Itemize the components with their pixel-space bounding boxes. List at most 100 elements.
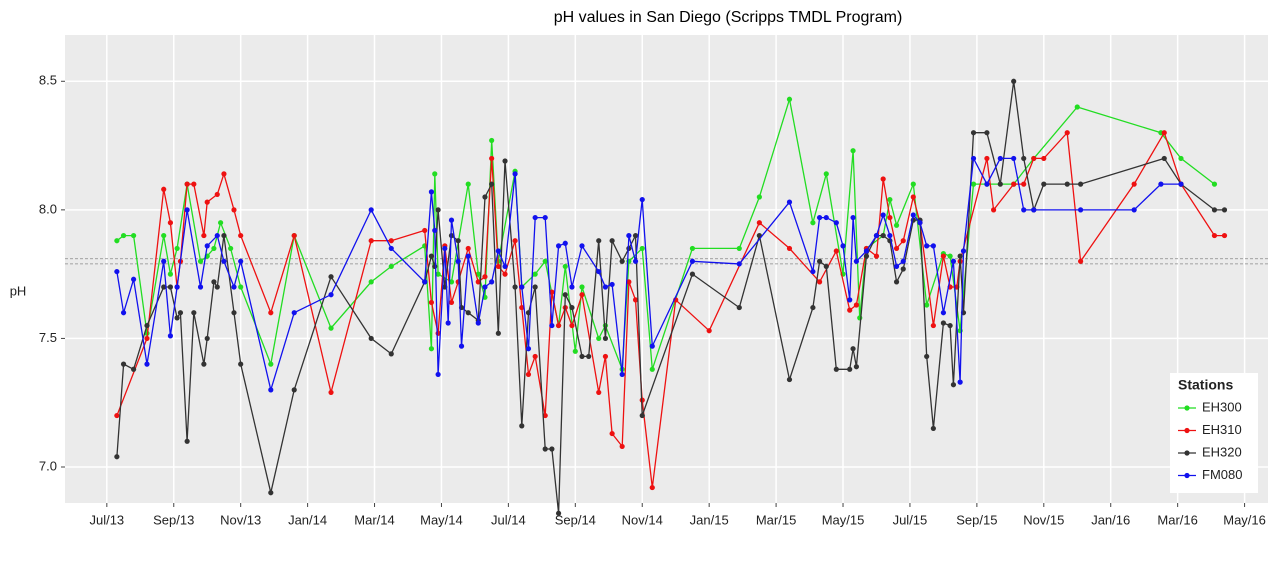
data-point: [997, 155, 1003, 162]
data-point: [502, 263, 508, 270]
data-point: [736, 304, 742, 311]
data-point: [602, 335, 609, 342]
data-point: [221, 258, 227, 264]
data-point: [489, 155, 495, 162]
data-point: [970, 155, 977, 162]
data-point: [1221, 232, 1228, 239]
data-point: [900, 258, 906, 264]
data-point: [619, 443, 625, 450]
data-point: [191, 310, 197, 316]
y-tick-label: 8.0: [39, 201, 57, 216]
data-point: [455, 258, 461, 264]
data-point: [502, 271, 508, 277]
data-point: [930, 243, 936, 249]
data-point: [893, 222, 900, 228]
data-point: [816, 214, 823, 221]
data-point: [532, 284, 538, 290]
data-point: [810, 304, 816, 311]
data-point: [893, 245, 900, 252]
data-point: [816, 258, 823, 264]
data-point: [786, 376, 793, 383]
data-point: [435, 207, 441, 213]
data-point: [214, 191, 220, 198]
x-tick-label: Jan/16: [1091, 512, 1130, 527]
data-point: [649, 484, 655, 491]
data-point: [512, 171, 518, 177]
data-point: [448, 217, 455, 223]
data-point: [1011, 78, 1017, 84]
data-point: [639, 245, 645, 252]
data-point: [144, 361, 150, 367]
data-point: [756, 194, 762, 200]
data-point: [810, 268, 816, 275]
data-point: [572, 348, 578, 354]
data-point: [1064, 130, 1070, 136]
chart-title: pH values in San Diego (Scripps TMDL Pro…: [554, 9, 903, 26]
data-point: [144, 322, 150, 329]
data-point: [1041, 155, 1047, 162]
data-point: [823, 214, 829, 221]
data-point: [833, 248, 839, 254]
data-point: [174, 284, 180, 290]
data-point: [596, 238, 602, 244]
data-point: [947, 253, 953, 259]
data-point: [853, 364, 860, 370]
data-point: [465, 245, 471, 252]
data-point: [120, 310, 127, 316]
x-tick-label: Jul/15: [893, 512, 928, 527]
data-point: [114, 454, 120, 460]
data-point: [609, 430, 615, 437]
data-point: [596, 335, 602, 342]
x-tick-label: Mar/15: [756, 512, 796, 527]
data-point: [823, 263, 829, 270]
data-point: [422, 279, 428, 285]
data-point: [388, 238, 394, 244]
data-point: [542, 412, 548, 419]
data-point: [689, 271, 696, 277]
data-point: [880, 176, 886, 182]
data-point: [810, 220, 816, 226]
data-point: [649, 366, 655, 372]
data-point: [1161, 155, 1167, 162]
data-point: [291, 387, 297, 393]
data-point: [448, 299, 455, 306]
data-point: [940, 320, 947, 326]
data-point: [957, 253, 963, 259]
data-point: [238, 361, 244, 367]
data-point: [626, 232, 632, 239]
data-point: [238, 258, 244, 264]
data-point: [910, 194, 916, 200]
data-point: [120, 232, 127, 239]
data-point: [268, 490, 274, 496]
data-point: [428, 346, 435, 352]
data-point: [519, 423, 525, 429]
data-point: [519, 304, 525, 311]
data-point: [555, 322, 562, 329]
data-point: [549, 322, 555, 329]
data-point: [880, 232, 886, 239]
data-point: [569, 284, 575, 290]
data-point: [940, 253, 947, 259]
data-point: [368, 207, 374, 213]
data-point: [887, 214, 893, 221]
data-point: [495, 330, 501, 336]
data-point: [495, 263, 501, 270]
data-point: [847, 366, 853, 372]
x-tick-label: May/16: [1223, 512, 1266, 527]
data-point: [940, 310, 947, 316]
data-point: [930, 322, 936, 329]
data-point: [130, 366, 137, 372]
legend-swatch: [1184, 427, 1190, 434]
legend-swatch: [1184, 472, 1190, 479]
data-point: [201, 361, 207, 367]
data-point: [850, 346, 856, 352]
data-point: [144, 335, 150, 342]
data-point: [525, 371, 532, 378]
data-point: [639, 196, 645, 203]
data-point: [167, 284, 174, 290]
data-point: [432, 171, 438, 177]
data-point: [161, 232, 167, 239]
data-point: [786, 245, 793, 252]
